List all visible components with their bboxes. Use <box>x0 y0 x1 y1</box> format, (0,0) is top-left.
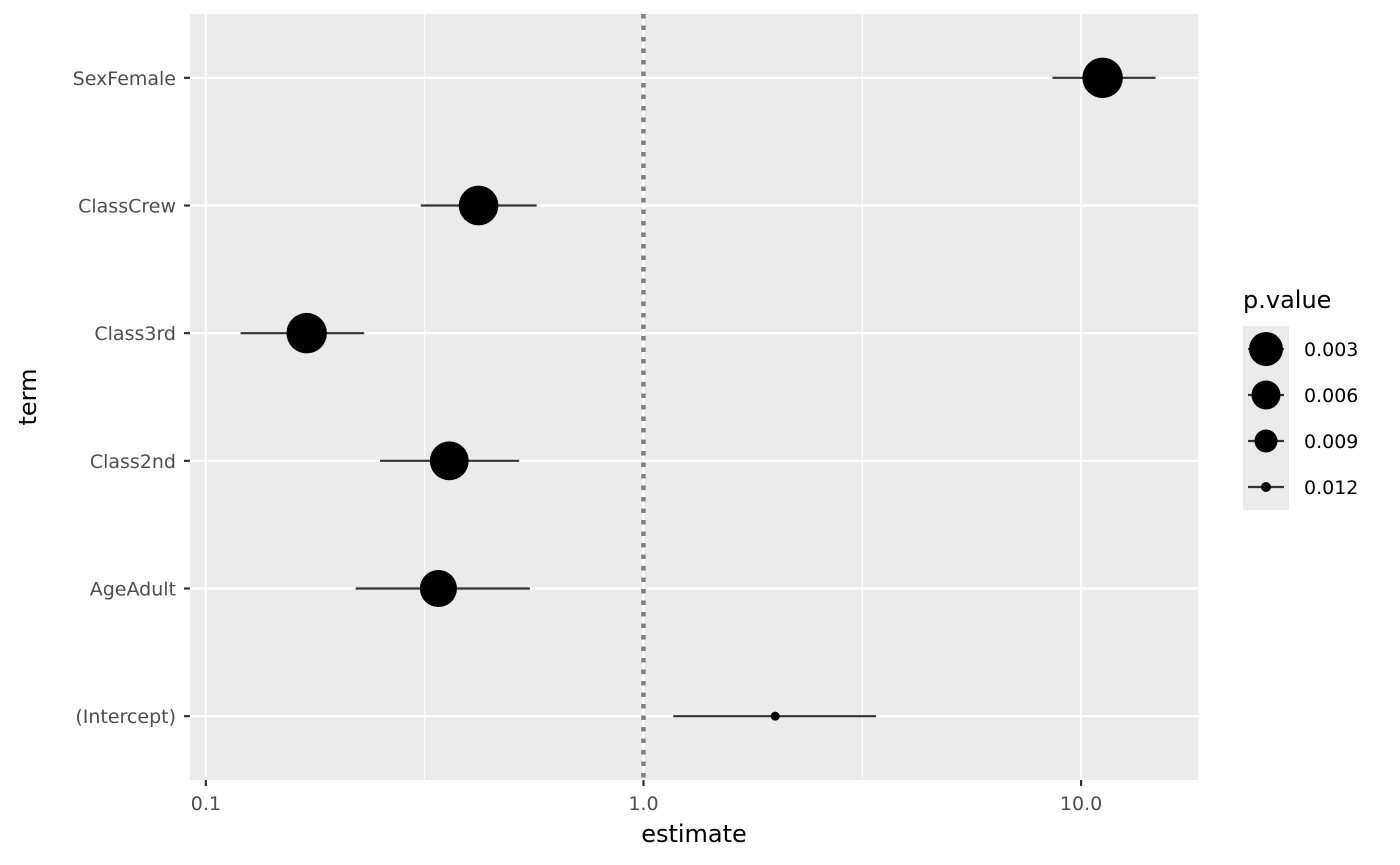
point <box>419 569 457 608</box>
point <box>286 312 327 354</box>
x-axis: 0.1 1.0 10.0 <box>191 780 1102 815</box>
legend-label: 0.012 <box>1304 477 1358 499</box>
x-axis-title: estimate <box>641 820 747 848</box>
legend: p.value 0.003 0.006 0.009 0.012 <box>1243 286 1358 510</box>
y-tick-label: AgeAdult <box>90 579 176 601</box>
grid-lines <box>190 14 1198 780</box>
legend-label: 0.003 <box>1304 339 1358 361</box>
y-axis: SexFemale ClassCrew Class3rd Class2nd AgeAdu… <box>73 68 190 728</box>
point <box>770 711 780 721</box>
legend-key-point <box>1251 380 1281 410</box>
point <box>429 441 469 481</box>
data-marks <box>240 57 1156 721</box>
legend-label: 0.006 <box>1304 385 1358 407</box>
y-tick-label: (Intercept) <box>75 706 176 728</box>
legend-title: p.value <box>1243 286 1331 314</box>
x-tick-label: 1.0 <box>628 793 658 815</box>
point <box>458 185 499 226</box>
x-tick-label: 0.1 <box>191 793 221 815</box>
y-axis-title: term <box>14 369 42 426</box>
legend-key-point <box>1261 482 1271 492</box>
plot-panel <box>190 14 1198 780</box>
point <box>1082 57 1123 99</box>
legend-key-point <box>1254 429 1278 453</box>
y-tick-label: ClassCrew <box>78 196 176 218</box>
legend-label: 0.009 <box>1304 431 1358 453</box>
y-tick-label: Class3rd <box>94 323 176 345</box>
x-tick-label: 10.0 <box>1060 793 1102 815</box>
y-tick-label: SexFemale <box>73 68 176 90</box>
legend-key-point <box>1249 332 1283 366</box>
y-tick-label: Class2nd <box>90 451 176 473</box>
